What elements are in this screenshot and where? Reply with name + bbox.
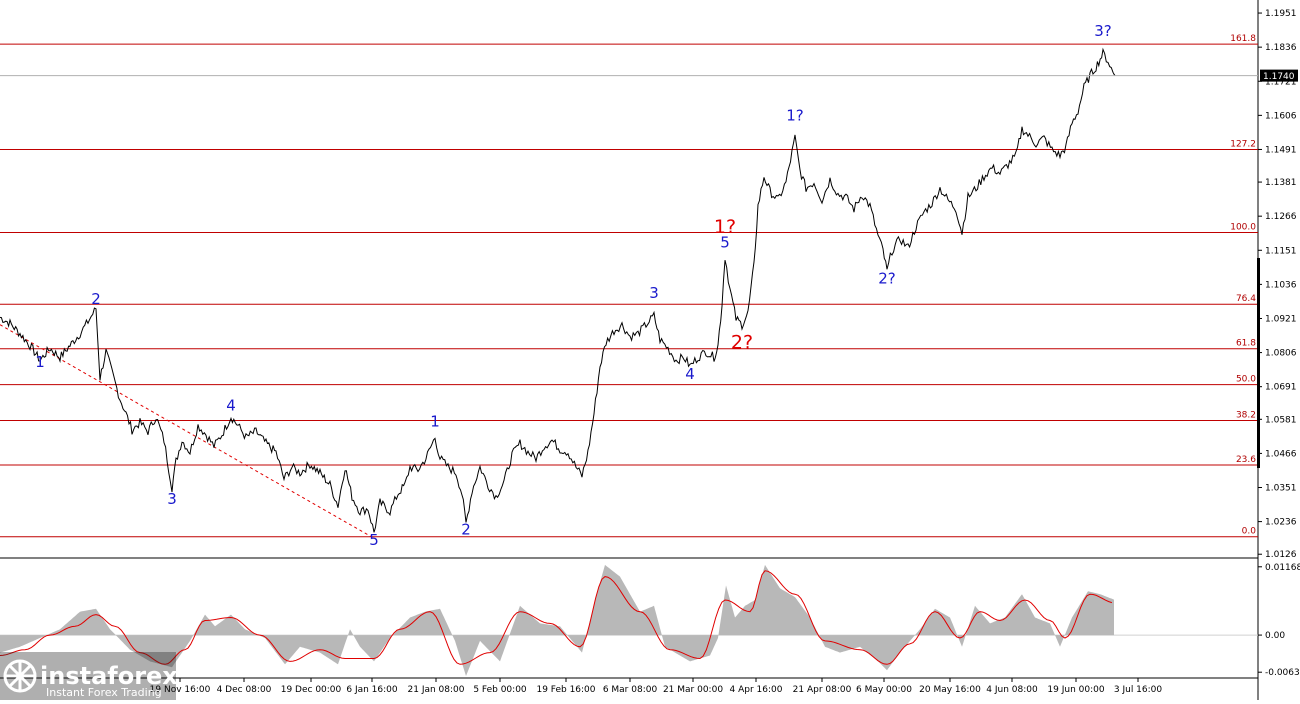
- time-tick-label-4: 21 Jan 08:00: [408, 685, 465, 695]
- time-tick-label-3: 6 Jan 16:00: [346, 685, 398, 695]
- time-axis-ticks: 19 Nov 16:00 4 Dec 08:00 19 Dec 00:00 6 Jan…: [150, 678, 1163, 695]
- time-tick-label-9: 4 Apr 16:00: [730, 685, 783, 695]
- current-price-box: [1260, 69, 1298, 82]
- price-tick-label-4: 1.1491: [1265, 145, 1297, 155]
- time-tick-label-1: 4 Dec 08:00: [217, 685, 272, 695]
- wave-label-5: 1: [430, 412, 440, 430]
- fib-label-2: 100.0: [1230, 222, 1256, 232]
- price-tick-label-8: 1.1036: [1265, 280, 1297, 290]
- price-tick-label-6: 1.1266: [1265, 212, 1297, 222]
- price-line: [0, 47, 1116, 533]
- wave-label-8: 4: [685, 365, 695, 383]
- price-axis-ticks: 1.1951 1.1836 1.1721 1.1606 1.1491 1.1381 1.12…: [1258, 9, 1297, 560]
- brand-logo: instaforex Instant Forex Trading: [0, 652, 178, 700]
- time-tick-label-14: 19 Jun 00:00: [1047, 685, 1104, 695]
- logo-mark-icon: [3, 659, 37, 693]
- fibonacci-levels: 161.8 127.2 100.0 76.4 61.8 50.0 38.2 23.6 0.0: [0, 34, 1258, 538]
- time-tick-label-6: 19 Feb 16:00: [536, 685, 595, 695]
- price-tick-label-3: 1.1606: [1265, 111, 1297, 121]
- current-price-marker: 1.1740: [0, 69, 1298, 82]
- oscillator-panel: 0.01168 0.00 -0.00635: [0, 563, 1300, 678]
- fib-label-7: 23.6: [1236, 455, 1256, 465]
- wave-label-14: 3?: [1094, 22, 1112, 40]
- oscillator-signal-line: [0, 570, 1113, 665]
- wave-label-9: 5: [720, 234, 730, 252]
- wave-label-2: 3: [167, 490, 177, 508]
- fib-label-3: 76.4: [1236, 294, 1256, 304]
- current-price-label: 1.1740: [1263, 72, 1295, 82]
- time-tick-label-11: 6 May 00:00: [856, 685, 912, 695]
- wave-label-12: 1?: [786, 107, 804, 125]
- price-tick-label-12: 1.0581: [1265, 415, 1297, 425]
- time-tick-label-10: 21 Apr 08:00: [793, 685, 852, 695]
- fib-label-6: 38.2: [1236, 410, 1256, 420]
- main-plot-area: [0, 0, 1258, 556]
- price-tick-label-15: 1.0236: [1265, 518, 1297, 528]
- scroll-handle[interactable]: [1257, 258, 1260, 468]
- price-tick-label-14: 1.0351: [1265, 484, 1297, 494]
- time-tick-label-8: 21 Mar 00:00: [663, 685, 723, 695]
- logo-text: instaforex: [40, 662, 178, 690]
- fib-label-8: 0.0: [1242, 527, 1257, 537]
- wave-label-10: 1?: [714, 216, 736, 238]
- price-tick-label-1: 1.1836: [1265, 43, 1297, 53]
- fib-label-0: 161.8: [1230, 34, 1256, 44]
- fib-label-1: 127.2: [1230, 139, 1256, 149]
- time-tick-label-7: 6 Mar 08:00: [603, 685, 658, 695]
- price-tick-label-5: 1.1381: [1265, 178, 1297, 188]
- price-tick-label-13: 1.0466: [1265, 449, 1297, 459]
- osc-tick-label-1: 0.00: [1265, 631, 1285, 641]
- wave-label-7: 3: [649, 284, 659, 302]
- wave-label-13: 2?: [878, 269, 896, 287]
- price-tick-label-16: 1.0126: [1265, 550, 1297, 560]
- time-tick-label-13: 4 Jun 08:00: [986, 685, 1038, 695]
- price-tick-label-10: 1.0806: [1265, 349, 1297, 359]
- fib-label-4: 61.8: [1236, 339, 1256, 349]
- time-tick-label-12: 20 May 16:00: [919, 685, 981, 695]
- osc-tick-label-2: -0.00635: [1265, 668, 1300, 678]
- price-series: [0, 47, 1116, 533]
- wave-label-6: 2: [461, 520, 471, 538]
- oscillator-histogram: [0, 564, 1114, 676]
- osc-tick-label-0: 0.01168: [1265, 563, 1300, 573]
- price-tick-label-7: 1.1151: [1265, 246, 1297, 256]
- time-tick-label-5: 5 Feb 00:00: [473, 685, 527, 695]
- price-tick-label-2: 1.1721: [1265, 77, 1297, 87]
- time-tick-label-2: 19 Dec 00:00: [281, 685, 342, 695]
- price-tick-label-9: 1.0921: [1265, 314, 1297, 324]
- time-tick-label-15: 3 Jul 16:00: [1114, 685, 1163, 695]
- wave-label-11: 2?: [731, 332, 753, 354]
- wave-label-3: 4: [226, 397, 236, 415]
- logo-subtitle: Instant Forex Trading: [46, 686, 162, 699]
- fib-label-5: 50.0: [1236, 375, 1256, 385]
- wave-label-0: 1: [35, 353, 45, 371]
- wave-label-1: 2: [91, 290, 101, 308]
- time-tick-label-0: 19 Nov 16:00: [150, 685, 211, 695]
- price-tick-label-0: 1.1951: [1265, 9, 1297, 19]
- wave-label-4: 5: [369, 531, 379, 549]
- price-tick-label-11: 1.0691: [1265, 383, 1297, 393]
